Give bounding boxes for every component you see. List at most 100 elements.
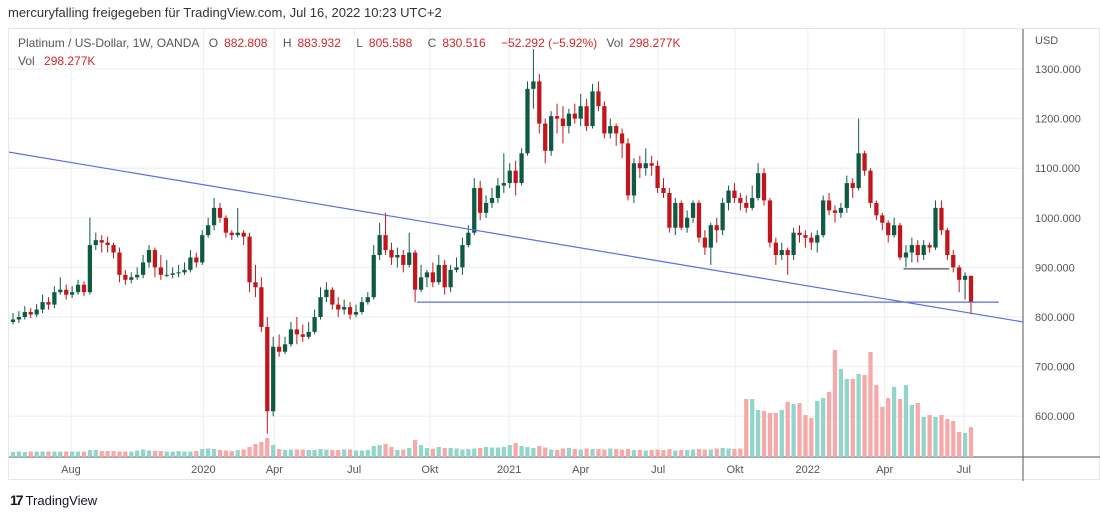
candle-down: [714, 225, 719, 231]
volume-bar: [206, 448, 211, 457]
volume-bar: [933, 417, 938, 457]
descending-trendline[interactable]: [9, 151, 1024, 323]
candle-up: [424, 272, 430, 278]
volume-bar: [170, 451, 175, 457]
legend-row-price: Platinum / US-Dollar, 1W, OANDA O 882.808…: [18, 34, 693, 52]
volume-bar: [200, 449, 205, 457]
volume-bar: [501, 447, 506, 457]
candle-up: [235, 232, 240, 236]
candle-up: [549, 116, 554, 151]
volume-bar: [365, 450, 370, 457]
candle-down: [265, 326, 270, 412]
candle-down: [868, 170, 873, 203]
candle-up: [93, 240, 98, 246]
candle-up: [170, 273, 175, 275]
legend-high: H 883.932: [282, 36, 341, 50]
candle-up: [182, 269, 187, 273]
volume-bar: [265, 438, 270, 457]
candle-up: [365, 297, 370, 303]
candle-down: [897, 225, 903, 258]
volume-bar: [844, 379, 849, 457]
candle-up: [418, 277, 424, 290]
price-tick-label: 700.000: [1035, 362, 1075, 374]
candle-down: [294, 329, 299, 335]
time-tick-label: 2022: [796, 464, 820, 476]
candle-down: [560, 118, 566, 127]
volume-bar: [395, 450, 400, 457]
volume-bar: [140, 449, 146, 457]
volume-bar: [791, 404, 796, 457]
candle-down: [300, 334, 305, 337]
volume-bar: [856, 374, 861, 457]
volume-bar: [945, 419, 950, 457]
candle-up: [211, 207, 217, 226]
volume-bar: [188, 451, 193, 457]
candle-down: [194, 257, 199, 263]
volume-bar: [318, 449, 323, 457]
chart-frame[interactable]: 1300.000 1200.000 1100.000 1000.000 900.000 8…: [8, 28, 1100, 481]
volume-bar: [75, 451, 81, 457]
volume-bar: [554, 450, 560, 457]
volume-bar: [70, 451, 75, 457]
candle-up: [519, 153, 524, 184]
volume-bar: [886, 398, 891, 457]
volume-bar: [158, 451, 163, 457]
volume-bar: [815, 401, 820, 457]
candle-up: [140, 262, 146, 275]
candle-up: [909, 245, 914, 253]
candle-up: [271, 346, 276, 412]
candle-down: [276, 346, 282, 352]
candle-up: [312, 317, 317, 332]
candle-up: [87, 245, 93, 293]
candle-up: [288, 329, 294, 345]
candle-down: [679, 202, 684, 228]
time-tick-label: 2021: [497, 464, 521, 476]
volume-bar: [241, 449, 246, 457]
volume-bar: [785, 402, 790, 457]
volume-bar: [40, 451, 45, 457]
candle-up: [58, 289, 63, 293]
volume-bar: [897, 399, 903, 457]
candle-up: [135, 274, 140, 278]
volume-bar: [371, 446, 376, 457]
volume-bar: [708, 449, 713, 457]
price-tick-label: 800.000: [1035, 312, 1075, 324]
candle-down: [785, 250, 790, 255]
candle-down: [619, 133, 625, 144]
price-tick-label: 600.000: [1035, 411, 1075, 423]
candle-up: [608, 126, 613, 134]
volume-bar: [229, 451, 234, 457]
candle-up: [448, 269, 453, 288]
candle-down: [945, 230, 950, 255]
candle-up: [40, 302, 45, 310]
candle-down: [667, 193, 672, 228]
legend-change: −52.292 (−5.92%): [501, 36, 598, 50]
volume-bar: [560, 448, 566, 457]
volume-bar: [330, 450, 335, 457]
share-caption: mercuryfalling freigegeben für TradingVi…: [8, 5, 442, 20]
candle-down: [330, 289, 335, 305]
candle-up: [891, 225, 897, 236]
volume-bar: [661, 450, 666, 457]
volume-bar: [957, 432, 962, 457]
volume-bar: [182, 451, 187, 457]
volume-bar: [93, 450, 98, 457]
candle-up: [10, 319, 16, 322]
candle-down: [696, 202, 702, 238]
volume-bar: [903, 385, 909, 457]
candle-up: [70, 292, 75, 295]
volume-bar: [454, 448, 459, 457]
candle-up: [921, 245, 926, 255]
time-tick-label: Aug: [61, 464, 81, 476]
volume-bar: [64, 451, 69, 457]
volume-bar: [951, 421, 956, 457]
candle-down: [927, 245, 932, 248]
candle-up: [454, 267, 459, 270]
tradingview-brand[interactable]: 17 TradingView: [10, 492, 97, 508]
candlestick-chart[interactable]: 1300.000 1200.000 1100.000 1000.000 900.000 8…: [9, 29, 1100, 481]
volume-bar: [135, 450, 140, 457]
candle-up: [903, 252, 909, 258]
candle-up: [525, 88, 530, 154]
volume-bar: [779, 410, 784, 457]
legend-symbol[interactable]: Platinum / US-Dollar, 1W, OANDA: [18, 36, 200, 50]
